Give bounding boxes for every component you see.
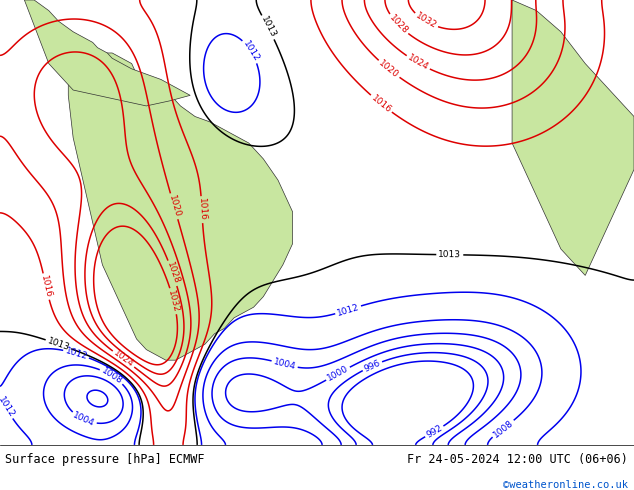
Text: 1028: 1028 <box>165 261 181 286</box>
Text: 1012: 1012 <box>0 395 16 419</box>
Text: 1024: 1024 <box>406 53 430 73</box>
Text: 1016: 1016 <box>39 274 53 299</box>
Text: 1020: 1020 <box>377 58 401 80</box>
Text: 1008: 1008 <box>100 366 124 386</box>
Text: Surface pressure [hPa] ECMWF: Surface pressure [hPa] ECMWF <box>5 453 205 466</box>
Text: 1004: 1004 <box>273 357 297 371</box>
Text: 1016: 1016 <box>197 198 207 221</box>
Text: 1000: 1000 <box>326 364 350 383</box>
Text: 1016: 1016 <box>370 93 393 115</box>
Text: 1012: 1012 <box>241 39 261 63</box>
Text: 1028: 1028 <box>387 13 410 36</box>
Text: 1012: 1012 <box>336 302 360 318</box>
Text: 1013: 1013 <box>438 250 462 259</box>
Polygon shape <box>512 0 634 275</box>
Polygon shape <box>68 53 293 360</box>
Text: 996: 996 <box>363 358 382 373</box>
Text: 1020: 1020 <box>167 194 181 219</box>
Text: 1032: 1032 <box>413 11 438 31</box>
Text: 1004: 1004 <box>72 411 96 428</box>
Text: 1032: 1032 <box>167 289 181 313</box>
Polygon shape <box>24 0 190 106</box>
Text: ©weatheronline.co.uk: ©weatheronline.co.uk <box>503 480 628 490</box>
Text: 1012: 1012 <box>64 346 89 361</box>
Text: 1024: 1024 <box>112 349 135 369</box>
Text: 1008: 1008 <box>491 418 515 440</box>
Text: 992: 992 <box>425 423 444 440</box>
Text: 1013: 1013 <box>46 336 71 352</box>
Text: 1013: 1013 <box>259 15 277 40</box>
Text: Fr 24-05-2024 12:00 UTC (06+06): Fr 24-05-2024 12:00 UTC (06+06) <box>407 453 628 466</box>
